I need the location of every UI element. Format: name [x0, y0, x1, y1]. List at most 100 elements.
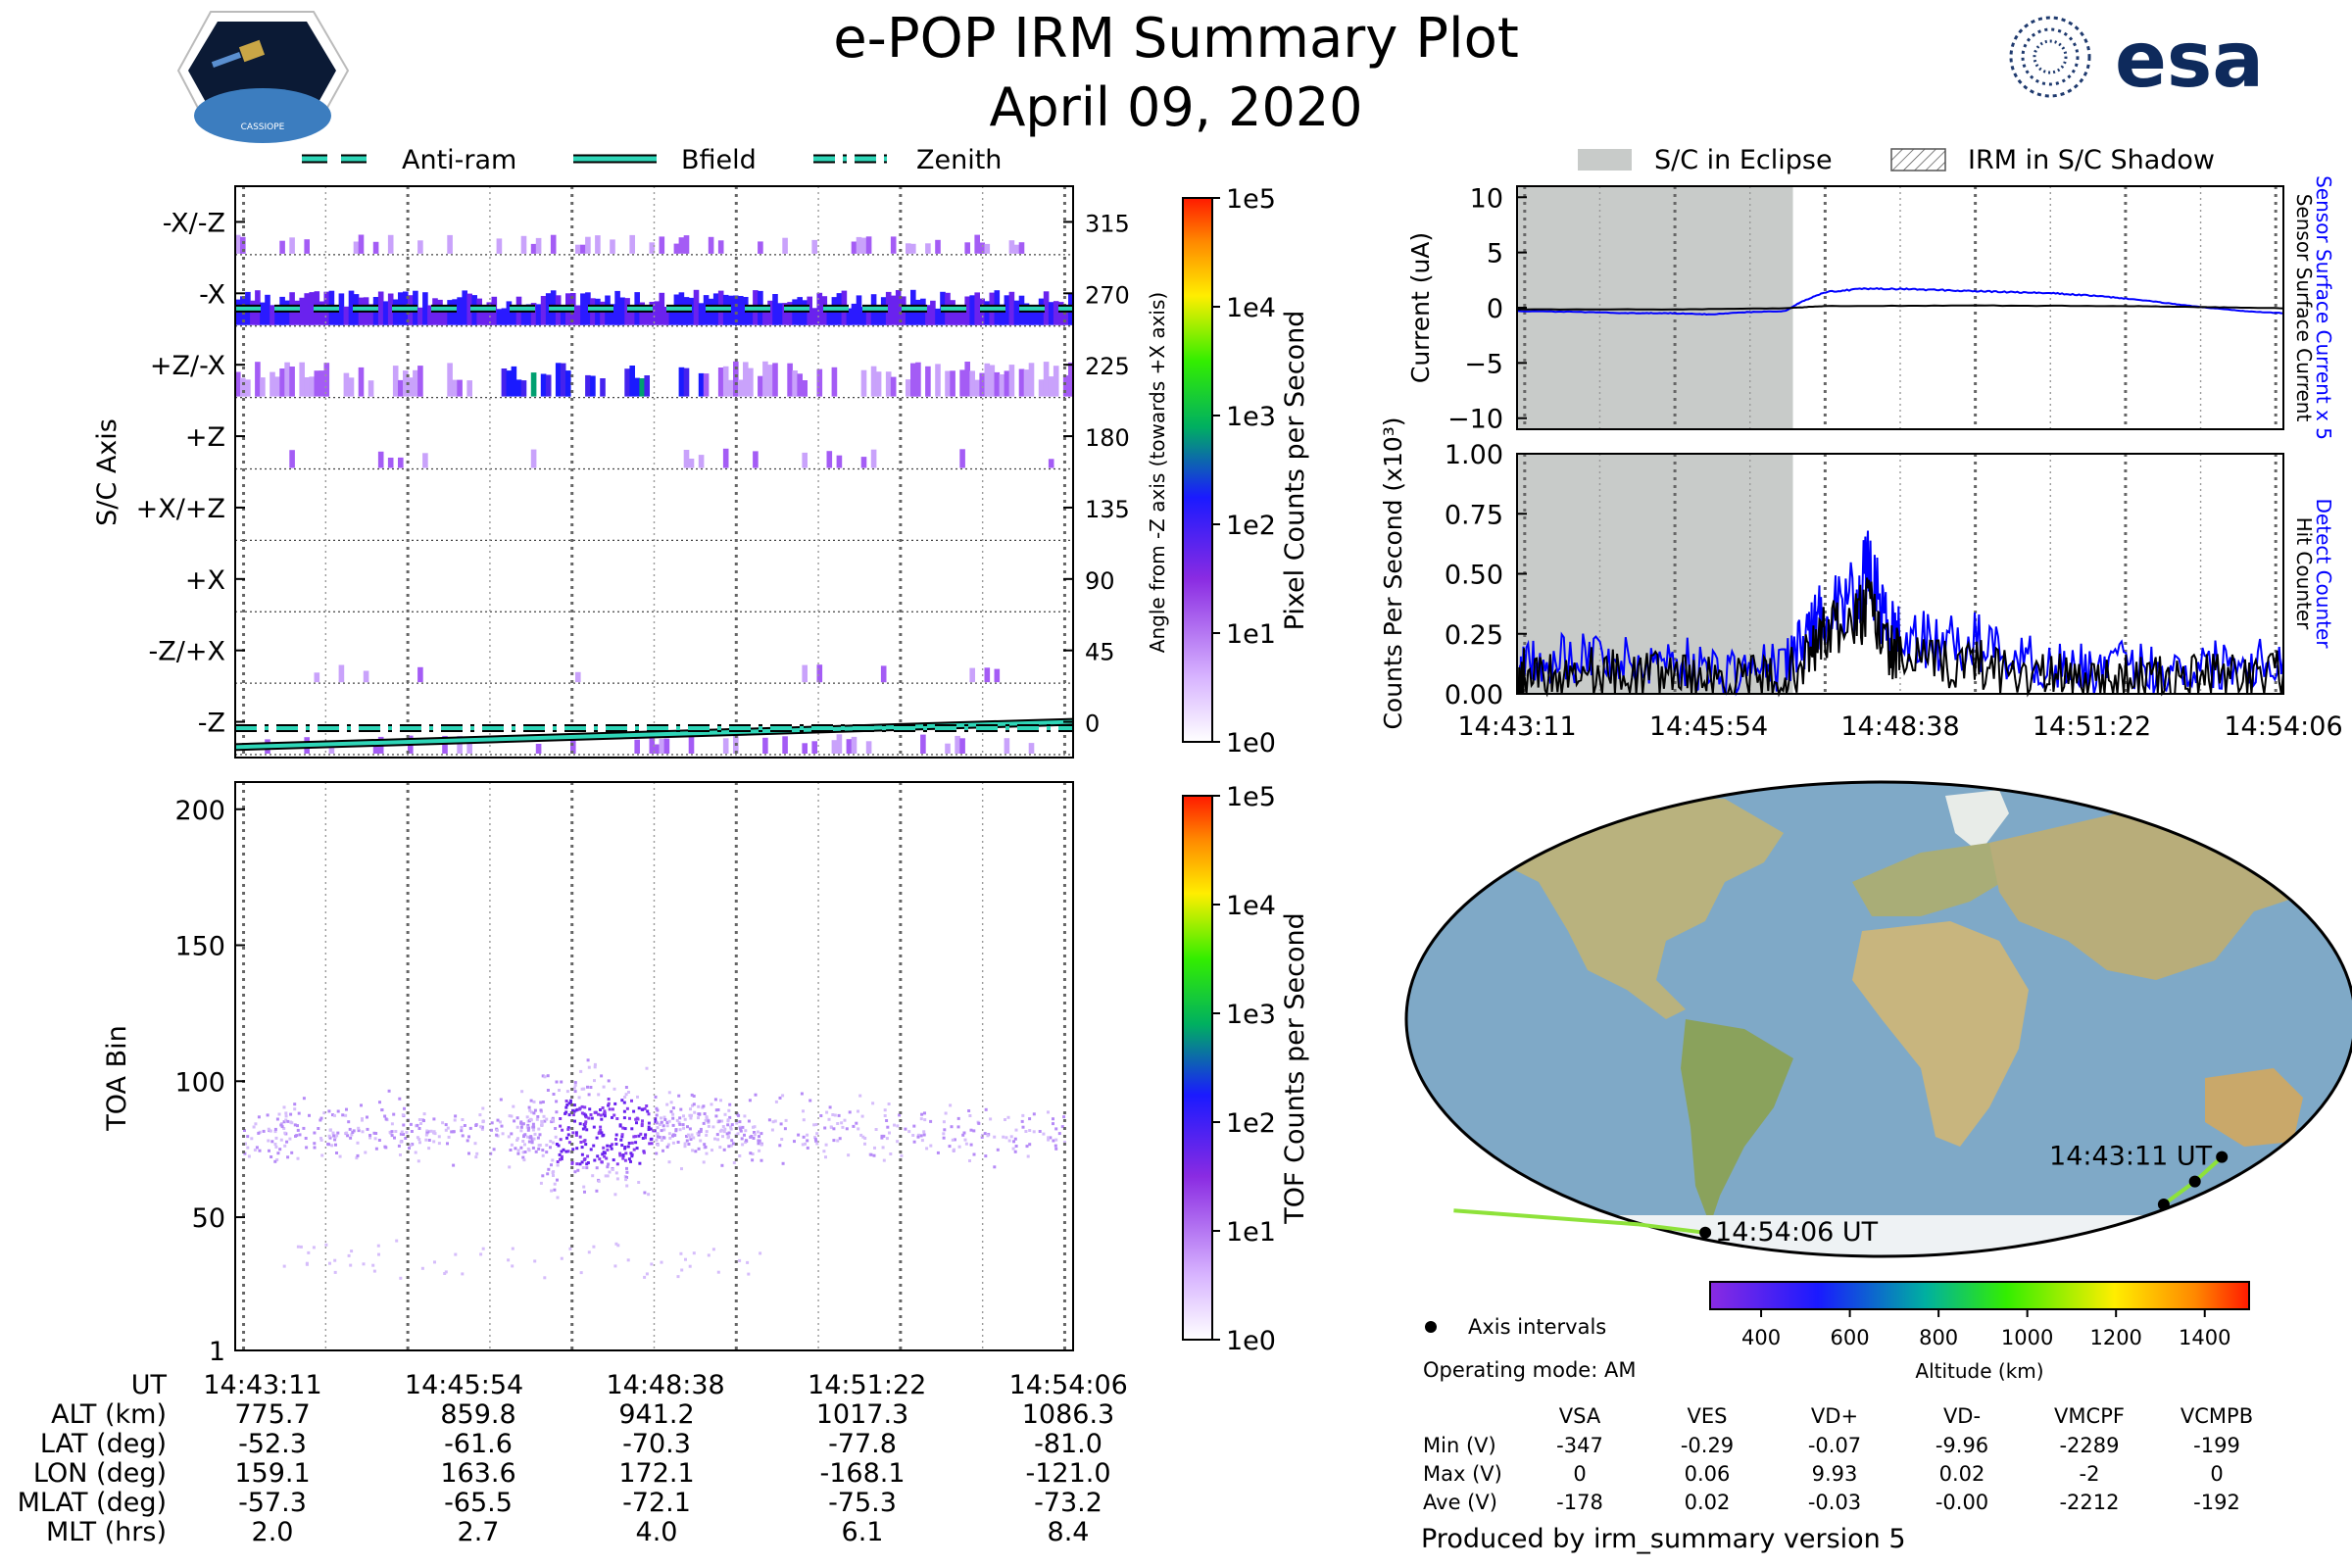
- toa-heat-cell: [613, 1193, 617, 1197]
- toa-heat-cell: [352, 1129, 356, 1133]
- sc-heat-cell: [358, 367, 365, 397]
- ephemeris-row-label: LAT (deg): [40, 1429, 167, 1459]
- sc-heat-cell: [235, 371, 241, 397]
- toa-heat-cell: [621, 1126, 625, 1130]
- toa-heat-cell: [508, 1165, 512, 1169]
- toa-heat-cell: [753, 1125, 757, 1129]
- toa-heat-cell: [961, 1133, 965, 1137]
- toa-heat-cell: [372, 1131, 376, 1135]
- toa-heat-cell: [885, 1119, 889, 1122]
- sc-heat-cell: [639, 302, 645, 325]
- sc-heat-cell: [767, 300, 773, 325]
- toa-heat-cell: [749, 1135, 753, 1139]
- toa-heat-cell: [641, 1137, 645, 1140]
- toa-heat-cell: [705, 1133, 709, 1137]
- sc-heat-cell: [748, 308, 754, 325]
- toa-heat-cell: [284, 1118, 288, 1122]
- sc-heat-cell: [417, 307, 423, 325]
- sc-heat-cell: [427, 305, 433, 325]
- toa-heat-cell: [656, 1135, 660, 1139]
- sc-heat-cell: [417, 666, 423, 683]
- toa-heat-cell: [665, 1145, 669, 1149]
- axis-interval-marker: [1425, 1321, 1437, 1333]
- legend-shadow-label: IRM in S/C Shadow: [1968, 145, 2215, 175]
- toa-heat-cell: [722, 1148, 726, 1152]
- sc-heat-cell: [1028, 743, 1035, 754]
- toa-heat-cell: [996, 1148, 1000, 1152]
- sc-heat-cell: [1004, 738, 1010, 754]
- toa-heat-cell: [307, 1250, 311, 1254]
- toa-heat-cell: [749, 1152, 753, 1155]
- sc-axis-row-label: -Z: [198, 709, 225, 739]
- toa-heat-cell: [541, 1074, 545, 1078]
- sc-heat-cell: [767, 365, 773, 397]
- sc-heat-cell: [782, 237, 788, 254]
- toa-heat-cell: [460, 1129, 464, 1133]
- toa-heat-cell: [667, 1119, 671, 1123]
- sc-heat-cell: [802, 380, 808, 397]
- toa-heat-cell: [829, 1125, 833, 1129]
- sc-heat-cell: [826, 451, 833, 468]
- toa-heat-cell: [559, 1117, 563, 1120]
- toa-heat-cell: [351, 1131, 355, 1134]
- voltage-header: VMCPF: [2054, 1404, 2125, 1428]
- sc-heat-cell: [363, 670, 369, 683]
- toa-heat-cell: [551, 1158, 555, 1162]
- toa-heat-cell: [984, 1107, 988, 1111]
- sc-heat-cell: [865, 307, 872, 325]
- toa-heat-cell: [567, 1113, 571, 1117]
- sc-heat-cell: [1043, 291, 1050, 325]
- toa-heat-cell: [420, 1266, 424, 1270]
- toa-heat-cell: [744, 1139, 748, 1143]
- sc-heat-cell: [318, 301, 325, 325]
- toa-heat-cell: [963, 1138, 967, 1142]
- toa-heat-cell: [257, 1131, 261, 1135]
- toa-heat-cell: [657, 1143, 660, 1147]
- toa-heat-cell: [466, 1139, 469, 1143]
- toa-heat-cell: [697, 1112, 701, 1116]
- current-series: [1516, 287, 2284, 317]
- sc-heat-cell: [1018, 242, 1025, 254]
- sc-heat-cell: [422, 453, 428, 468]
- toa-heat-cell: [650, 1142, 654, 1146]
- toa-heat-cell: [612, 1087, 616, 1091]
- tof-colorbar: 1e5 1e4 1e3 1e2 1e1 1e0 TOF Counts per Second: [1182, 782, 1310, 1356]
- ephemeris-value: -70.3: [622, 1429, 691, 1459]
- toa-heat-cell: [560, 1157, 564, 1161]
- voltage-header: VES: [1688, 1404, 1728, 1428]
- toa-heat-cell: [254, 1122, 258, 1126]
- toa-heat-cell: [582, 1087, 586, 1091]
- sc-heat-cell: [999, 304, 1005, 325]
- sc-heat-cell: [417, 366, 423, 397]
- ephemeris-value: 163.6: [440, 1458, 515, 1489]
- sc-heat-cell: [688, 734, 695, 754]
- ephemeris-value: -52.3: [238, 1429, 307, 1459]
- toa-heat-cell: [593, 1065, 597, 1069]
- toa-heat-cell: [707, 1253, 710, 1257]
- toa-heat-cell: [907, 1130, 911, 1134]
- sc-heat-cell: [392, 366, 399, 397]
- ephemeris-value: -72.1: [622, 1488, 691, 1518]
- sc-heat-cell: [722, 366, 729, 397]
- toa-ylabel: TOA Bin: [102, 1025, 132, 1131]
- sc-heat-cell: [722, 738, 729, 754]
- sc-heat-cell: [1023, 303, 1030, 325]
- sc-axis-angle-label: 315: [1085, 210, 1130, 237]
- toa-heat-cell: [956, 1116, 960, 1120]
- toa-heat-cell: [715, 1133, 719, 1137]
- toa-heat-cell: [980, 1135, 984, 1139]
- sc-heat-cell: [802, 300, 808, 325]
- toa-heat-cell: [523, 1143, 526, 1147]
- xtick-label: 14:43:11: [1457, 711, 1576, 742]
- toa-yticks: 200 150 100 50 1: [174, 796, 245, 1367]
- sc-axis-angle-label: 180: [1085, 424, 1130, 452]
- sc-heat-cell: [413, 369, 418, 397]
- toa-heat-cell: [362, 1262, 366, 1266]
- toa-heat-cell: [748, 1099, 752, 1102]
- sc-heat-cell: [678, 367, 685, 397]
- sc-heat-cell: [865, 741, 872, 754]
- toa-heat-cell: [447, 1135, 451, 1139]
- toa-heat-cell: [1007, 1139, 1011, 1143]
- toa-heat-cell: [399, 1153, 402, 1156]
